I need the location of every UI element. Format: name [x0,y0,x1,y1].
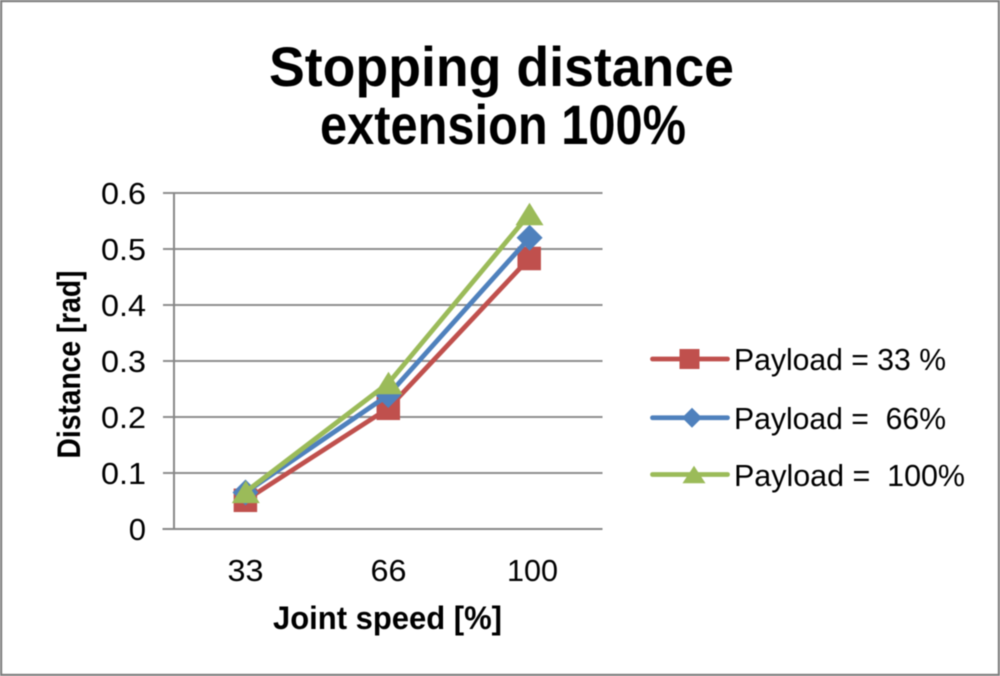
svg-text:0.6: 0.6 [101,176,146,211]
svg-text:0.2: 0.2 [101,400,146,435]
svg-text:0: 0 [129,512,146,547]
svg-text:Payload = 33 %: Payload = 33 % [734,342,946,377]
svg-text:0.3: 0.3 [101,344,146,379]
svg-text:0.5: 0.5 [101,232,146,267]
svg-text:Stopping distance: Stopping distance [269,35,734,98]
svg-text:100: 100 [507,553,558,588]
svg-text:0.4: 0.4 [101,288,146,323]
svg-text:Distance [rad]: Distance [rad] [51,271,87,459]
svg-text:extension 100%: extension 100% [320,93,686,156]
svg-text:0.1: 0.1 [101,456,146,491]
svg-text:Payload = 66%: Payload = 66% [734,401,946,436]
svg-text:66: 66 [371,553,407,588]
svg-text:Joint speed [%]: Joint speed [%] [273,600,502,636]
svg-text:33: 33 [228,553,264,588]
svg-text:Payload = 100%: Payload = 100% [734,458,965,493]
